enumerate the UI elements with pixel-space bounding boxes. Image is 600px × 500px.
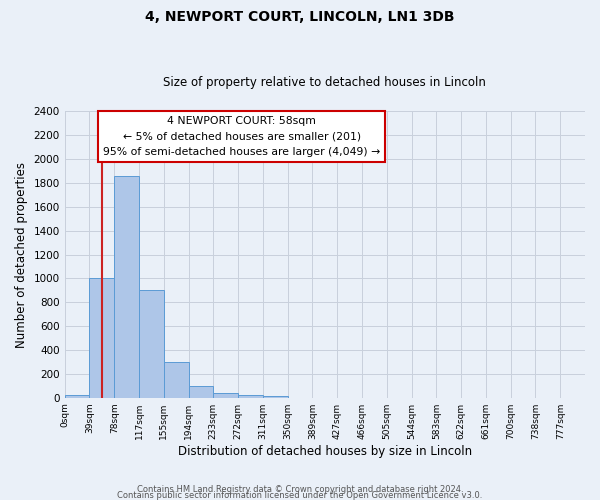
Text: Contains public sector information licensed under the Open Government Licence v3: Contains public sector information licen…: [118, 490, 482, 500]
Bar: [65, 396, 89, 398]
Bar: [89, 278, 114, 398]
Bar: [139, 290, 164, 398]
Bar: [263, 396, 287, 398]
Bar: [164, 362, 188, 398]
Bar: [214, 393, 238, 398]
Bar: [188, 386, 214, 398]
Text: 4, NEWPORT COURT, LINCOLN, LN1 3DB: 4, NEWPORT COURT, LINCOLN, LN1 3DB: [145, 10, 455, 24]
Bar: [238, 396, 263, 398]
Title: Size of property relative to detached houses in Lincoln: Size of property relative to detached ho…: [163, 76, 486, 90]
Text: 4 NEWPORT COURT: 58sqm
← 5% of detached houses are smaller (201)
95% of semi-det: 4 NEWPORT COURT: 58sqm ← 5% of detached …: [103, 116, 380, 157]
Text: Contains HM Land Registry data © Crown copyright and database right 2024.: Contains HM Land Registry data © Crown c…: [137, 484, 463, 494]
X-axis label: Distribution of detached houses by size in Lincoln: Distribution of detached houses by size …: [178, 444, 472, 458]
Y-axis label: Number of detached properties: Number of detached properties: [15, 162, 28, 348]
Bar: [114, 176, 139, 398]
